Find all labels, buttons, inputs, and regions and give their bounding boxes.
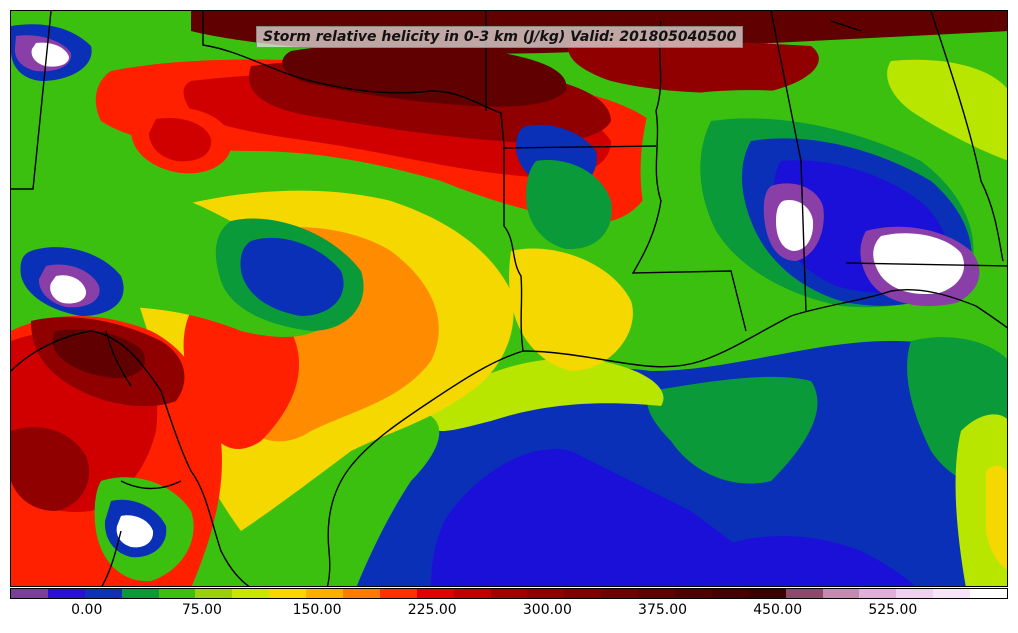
color-scale-ticks: 0.00 75.00 150.00 225.00 300.00 375.00 450.00 5…	[10, 600, 1008, 624]
boundary-line	[101, 530, 122, 586]
color-scale-segment	[822, 589, 860, 598]
color-scale-segment	[47, 589, 85, 598]
northwest-white-blob	[31, 42, 69, 67]
color-scale-segment	[195, 589, 233, 598]
boundary-line	[120, 480, 182, 490]
color-scale-segment	[527, 589, 565, 598]
gulf-blue-region	[431, 449, 789, 586]
boundary-line	[830, 20, 862, 32]
gulf-green-band	[647, 376, 818, 484]
color-scale-segment	[601, 589, 639, 598]
north-central-dark-green	[526, 160, 612, 250]
boundary-line	[845, 262, 1007, 267]
color-scale-segment	[896, 589, 934, 598]
color-scale-segment	[970, 589, 1008, 598]
color-scale-segment	[711, 589, 749, 598]
boundary-line	[11, 330, 250, 586]
color-scale-tick-label: 150.00	[292, 602, 342, 618]
mexico-dark-red-south	[11, 427, 90, 511]
helicity-map	[11, 11, 1007, 586]
coastline	[522, 288, 1007, 368]
color-scale-segment	[11, 589, 48, 598]
color-scale-segment	[306, 589, 344, 598]
color-scale-bar	[10, 588, 1008, 599]
gulf-blue-region-east	[711, 536, 915, 586]
gulf-east-yellow	[986, 465, 1007, 570]
color-scale-segment	[379, 589, 417, 598]
color-scale-segment	[859, 589, 897, 598]
color-scale-segment	[748, 589, 786, 598]
color-scale-segment	[416, 589, 454, 598]
color-scale-tick-label: 450.00	[753, 602, 803, 618]
southwest-white-patch	[116, 515, 154, 548]
top-dark-red-strip	[568, 40, 819, 93]
color-scale-tick-label: 300.00	[522, 602, 572, 618]
west-texas-blue	[240, 237, 344, 316]
map-panel: Storm relative helicity in 0-3 km (J/kg)…	[10, 10, 1008, 587]
northwest-crimson-blob	[149, 117, 212, 162]
north-maroon-band	[282, 44, 567, 107]
color-scale-segment	[933, 589, 971, 598]
color-scale-segment	[84, 589, 122, 598]
southwest-maroon-zone	[52, 329, 145, 378]
west-texas-white	[50, 275, 87, 304]
color-scale-segment	[564, 589, 602, 598]
color-scale-segment	[343, 589, 380, 598]
color-scale-segment	[232, 589, 270, 598]
color-scale-segment	[675, 589, 712, 598]
northeast-yellow-green-strip	[887, 59, 1007, 161]
coastline	[326, 350, 524, 586]
political-boundaries	[11, 11, 1007, 586]
boundary-line	[770, 11, 807, 312]
boundary-line	[202, 11, 505, 147]
boundary-line	[105, 330, 132, 387]
color-scale-tick-label: 375.00	[638, 602, 688, 618]
boundary-line	[11, 11, 52, 190]
map-title: Storm relative helicity in 0-3 km (J/kg)…	[256, 26, 744, 48]
color-scale-segment	[785, 589, 823, 598]
color-scale-segment	[490, 589, 528, 598]
boundary-line	[631, 20, 747, 332]
color-scale-segment	[269, 589, 307, 598]
color-scale-segment	[453, 589, 491, 598]
color-scale-segment	[638, 589, 676, 598]
color-scale-tick-label: 525.00	[868, 602, 918, 618]
east-texas-yellow	[509, 248, 633, 371]
color-scale-tick-label: 0.00	[71, 602, 103, 618]
color-scale-segment	[158, 589, 196, 598]
boundary-line	[930, 11, 1004, 262]
color-scale-tick-label: 225.00	[407, 602, 457, 618]
boundary-line	[503, 145, 657, 149]
color-scale-segment	[121, 589, 159, 598]
color-scale-tick-label: 75.00	[181, 602, 222, 618]
boundary-line	[503, 146, 524, 352]
